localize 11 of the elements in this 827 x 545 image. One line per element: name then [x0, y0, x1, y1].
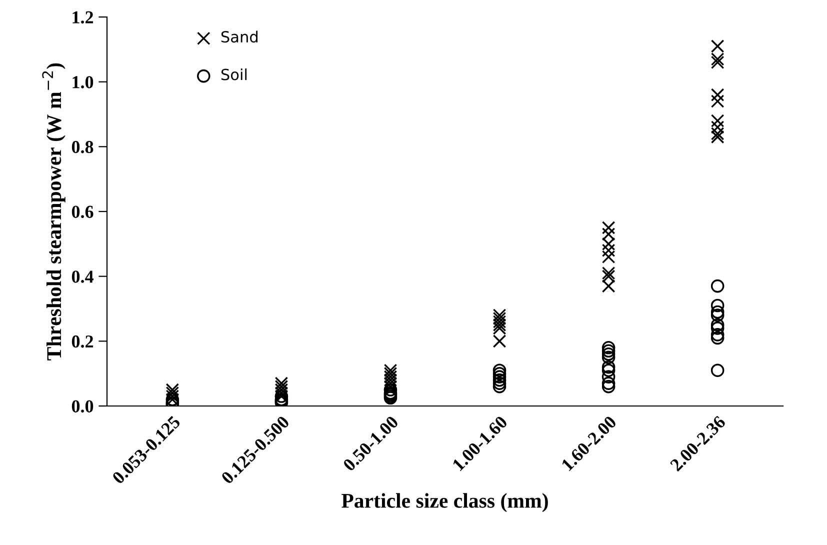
y-tick-label: 0.2 — [72, 335, 94, 348]
y-axis-title: Threshold stearmpower (W m$^{−2}$) — [42, 63, 66, 360]
legend-label: Soil — [221, 68, 247, 80]
x-axis-title: Particle size class (mm) — [342, 493, 548, 512]
y-tick-label: 0.0 — [72, 400, 94, 413]
y-tick-label: 0.4 — [72, 270, 94, 283]
y-tick-label: 1.0 — [72, 76, 94, 88]
legend-label: Sand — [221, 30, 258, 43]
y-tick-label: 1.2 — [72, 11, 94, 24]
y-tick-label: 0.6 — [72, 206, 94, 218]
y-tick-label: 0.8 — [72, 140, 94, 154]
